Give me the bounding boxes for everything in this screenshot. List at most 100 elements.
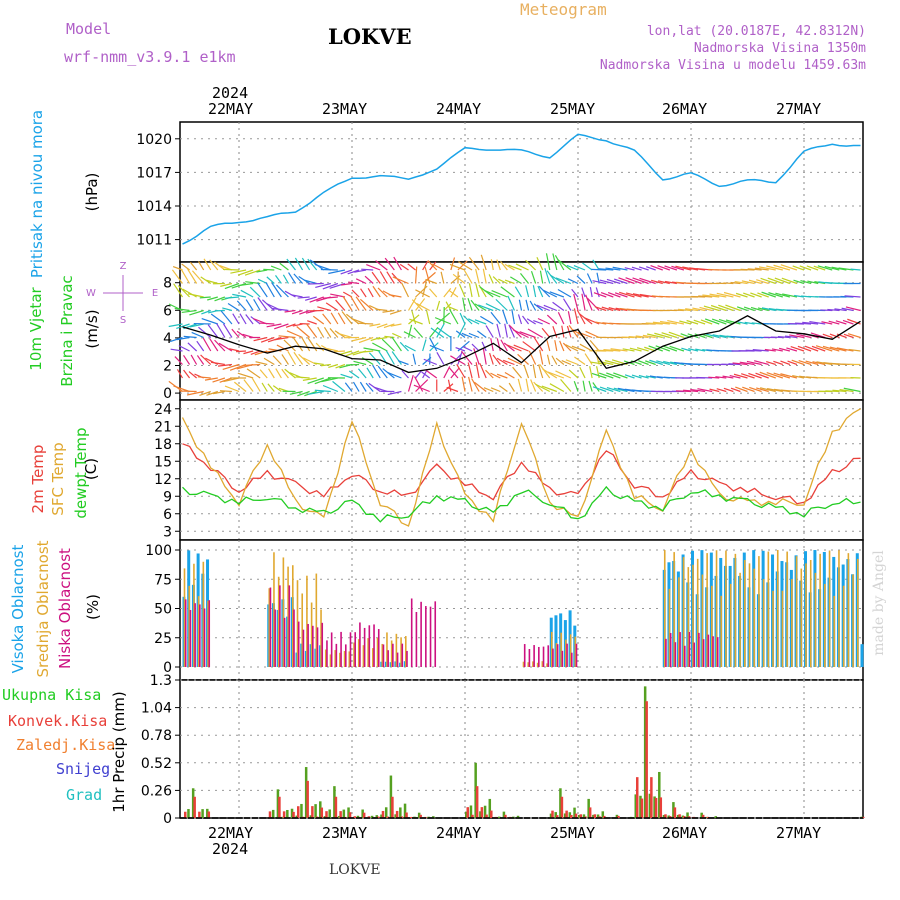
wind-arrow xyxy=(204,377,218,381)
wind-arrow xyxy=(832,389,847,393)
wind-arrow xyxy=(793,279,805,285)
cloud-bar xyxy=(711,585,713,667)
wind-arrow xyxy=(544,268,551,284)
wind-arrow xyxy=(722,375,734,379)
wind-arrow xyxy=(624,267,635,271)
wind-arrow xyxy=(259,369,268,379)
wind-arrow xyxy=(588,380,593,392)
wind-arrow xyxy=(212,377,226,383)
cloud-bar xyxy=(279,585,281,667)
wind-arrow xyxy=(681,347,692,352)
wind-arrow xyxy=(393,256,402,271)
wind-arrow xyxy=(225,296,240,299)
wind-arrow xyxy=(470,299,480,311)
wind-arrow xyxy=(298,275,310,285)
wind-arrow xyxy=(552,301,565,311)
precip-bar xyxy=(207,811,211,818)
wind-arrow xyxy=(314,389,331,393)
wind-arrow xyxy=(773,372,791,379)
wind-arrow xyxy=(168,323,183,328)
wind-arrow xyxy=(257,297,268,311)
wind-arrow xyxy=(281,354,289,365)
cloud-bar xyxy=(678,577,680,667)
wind-arrow xyxy=(537,285,544,298)
wind-arrow xyxy=(327,348,339,352)
wind-ytick-label: 2 xyxy=(163,359,172,375)
precip-bar xyxy=(399,807,402,818)
wind-arrow xyxy=(780,373,798,379)
cloud-bar xyxy=(852,574,854,667)
wind-arrow xyxy=(541,327,551,338)
wind-arrow xyxy=(307,258,318,271)
wind-arrow xyxy=(359,298,374,311)
wind-arrow xyxy=(340,373,353,379)
wind-arrow xyxy=(372,285,381,298)
wind-arrow xyxy=(243,350,254,355)
wind-arrow xyxy=(183,369,191,379)
wind-arrow xyxy=(490,372,501,379)
wind-arrow xyxy=(206,390,219,396)
wind-arrow xyxy=(834,308,847,312)
wind-arrow xyxy=(176,369,184,379)
wind-arrow xyxy=(200,276,212,285)
wind-arrow xyxy=(740,268,755,271)
station-title: LOKVE xyxy=(328,24,412,49)
wind-arrow xyxy=(475,283,480,298)
wind-arrow xyxy=(449,308,459,325)
wind-arrow xyxy=(495,298,508,311)
wind-arrow xyxy=(761,291,776,298)
wind-arrow xyxy=(187,342,198,352)
precip-bar xyxy=(592,814,595,818)
cloud-bar xyxy=(194,603,196,667)
wind-arrow xyxy=(386,271,395,284)
wind-arrow xyxy=(701,333,713,339)
wind-arrow xyxy=(584,317,600,325)
wind-arrow xyxy=(351,336,367,342)
wind-arrow xyxy=(669,345,685,352)
precip-bar xyxy=(320,807,324,818)
precip-bar xyxy=(862,816,865,818)
wind-arrow xyxy=(239,313,247,325)
wind-arrow xyxy=(229,348,240,352)
wind-arrow xyxy=(389,309,402,315)
wind-arrow xyxy=(399,263,409,271)
wind-arrow xyxy=(537,317,551,325)
wind-arrow xyxy=(523,364,530,379)
cloud-bar xyxy=(682,557,685,667)
wind-arrow xyxy=(828,320,840,325)
cloud-panel: 0 25 50 75 100 xyxy=(145,539,864,681)
wind-arrow xyxy=(812,361,826,366)
cloud-bar xyxy=(334,650,336,667)
cloud-bar xyxy=(425,606,427,667)
wind-arrow xyxy=(595,287,600,298)
cloud-bar xyxy=(767,551,770,667)
wind-arrow xyxy=(639,277,656,285)
wind-arrow xyxy=(508,324,515,338)
wind-arrow xyxy=(346,363,360,366)
wind-arrow xyxy=(759,371,776,379)
precip-bar xyxy=(681,815,685,818)
precip-bar xyxy=(654,797,658,818)
wind-arrow xyxy=(712,334,727,339)
wind-arrow xyxy=(177,285,190,298)
wind-arrow xyxy=(217,363,233,367)
wind-arrow xyxy=(218,342,233,352)
wind-arrow xyxy=(261,299,275,311)
wind-arrow xyxy=(474,303,487,312)
cloud-bar xyxy=(795,556,798,667)
cloud-bar xyxy=(663,550,666,667)
wind-arrow xyxy=(779,347,791,352)
wind-arrow xyxy=(829,346,847,352)
wind-arrow xyxy=(422,339,427,352)
wind-arrow xyxy=(387,390,402,396)
compass-e: E xyxy=(152,288,158,299)
wind-arrow xyxy=(243,363,261,367)
wind-arrow xyxy=(538,285,551,298)
meteogram-title: Meteogram xyxy=(520,0,607,19)
wind-arrow xyxy=(732,362,748,366)
wind-arrow xyxy=(699,306,713,312)
wind-arrow xyxy=(498,385,508,392)
wind-arrow xyxy=(502,359,515,366)
wind-arrow xyxy=(180,268,191,284)
wind-arrow xyxy=(353,360,367,366)
